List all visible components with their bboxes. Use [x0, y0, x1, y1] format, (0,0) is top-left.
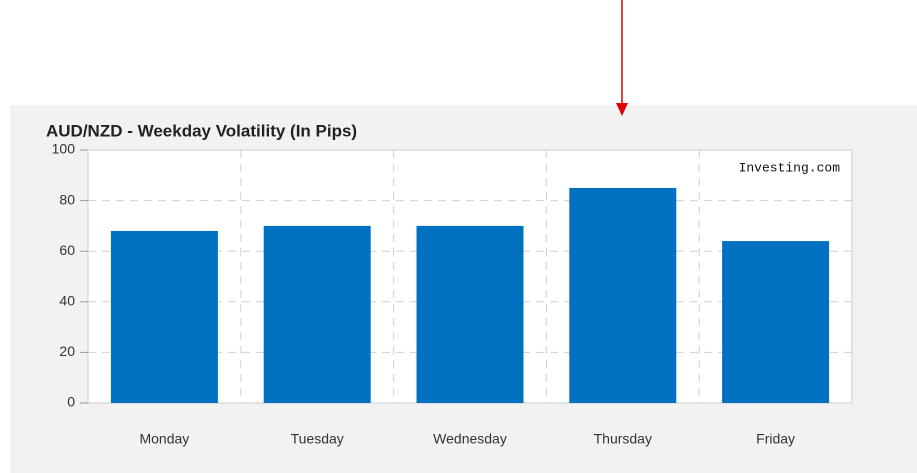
bar — [416, 225, 524, 403]
bar — [722, 241, 830, 403]
y-tick-label: 100 — [52, 141, 76, 157]
y-tick-label: 20 — [59, 343, 75, 359]
x-tick-label: Tuesday — [291, 431, 344, 447]
bar — [263, 225, 371, 403]
x-tick-label: Friday — [756, 431, 795, 447]
y-tick-label: 0 — [67, 394, 75, 410]
arrow-head — [616, 103, 628, 116]
y-tick-label: 40 — [59, 293, 75, 309]
watermark: Investing.com — [739, 160, 841, 175]
chart-title: AUD/NZD - Weekday Volatility (In Pips) — [46, 121, 357, 140]
y-tick-label: 60 — [59, 242, 75, 258]
x-tick-label: Thursday — [594, 431, 652, 447]
bar — [110, 230, 218, 403]
y-tick-label: 80 — [59, 191, 75, 207]
bar — [569, 187, 677, 403]
x-tick-label: Wednesday — [433, 431, 507, 447]
x-tick-label: Monday — [139, 431, 189, 447]
